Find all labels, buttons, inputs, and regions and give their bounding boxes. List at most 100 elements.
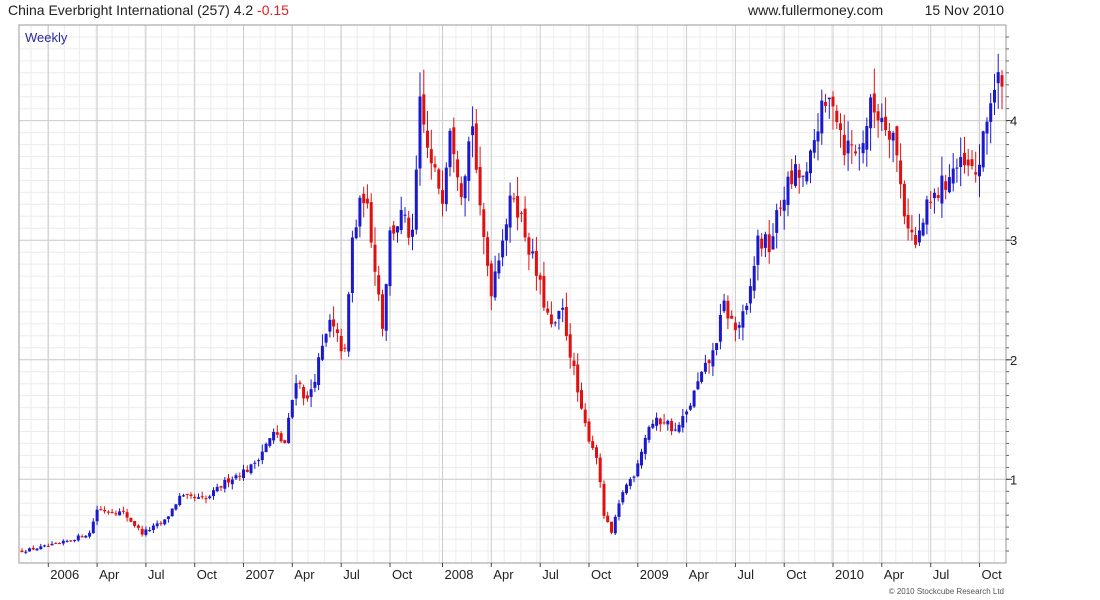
candle-up (65, 539, 69, 543)
candle-body (602, 483, 606, 516)
candle-body (606, 515, 610, 523)
candle-up (268, 438, 272, 448)
candle-down (936, 187, 940, 202)
candle-down (974, 151, 978, 183)
x-tick-label: 2006 (50, 567, 79, 582)
candle-up (43, 544, 46, 548)
candle-body (670, 420, 674, 432)
candle-up (951, 153, 955, 192)
candle-body (200, 496, 204, 498)
candle-up (775, 203, 779, 249)
candle-body (978, 164, 981, 177)
candle-body (407, 217, 411, 238)
candle-body (504, 224, 508, 241)
candle-up (313, 374, 317, 393)
x-tick-label: Apr (689, 567, 710, 582)
candle-down (133, 520, 137, 528)
candle-body (906, 215, 910, 229)
candle-up (411, 213, 414, 251)
candle-down (429, 129, 433, 180)
candle-down (335, 323, 339, 342)
candle-body (69, 540, 73, 542)
candle-body (587, 421, 591, 442)
candle-body (125, 512, 129, 518)
candle-body (831, 96, 835, 107)
candle-body (797, 169, 801, 178)
candle-up (993, 73, 996, 115)
candle-down (332, 306, 336, 338)
candle-up (151, 523, 155, 534)
candle-body (343, 347, 347, 349)
candle-body (861, 143, 865, 154)
candle-body (542, 276, 546, 308)
candle-down (824, 93, 827, 113)
y-tick-label: 4 (1010, 114, 1017, 129)
candle-up (260, 444, 264, 465)
candle-up (613, 514, 617, 535)
candle-up (384, 283, 388, 341)
candle-down (204, 495, 208, 504)
candle-body (572, 360, 576, 367)
candle-body (245, 469, 249, 472)
candle-body (444, 167, 448, 205)
candle-down (426, 110, 429, 159)
candle-body (365, 198, 369, 204)
candle-body (854, 151, 858, 154)
candle-body (268, 438, 272, 446)
candle-body (95, 509, 99, 522)
candle-down (125, 508, 129, 522)
x-tick-label: Jul (148, 567, 165, 582)
candle-body (384, 284, 388, 331)
candle-up (763, 231, 767, 258)
candle-body (876, 111, 880, 121)
candle-body (264, 443, 268, 452)
candle-down (726, 295, 730, 330)
candle-body (88, 532, 92, 537)
candle-body (463, 176, 467, 199)
candle-body (309, 389, 313, 397)
candle-up (677, 422, 681, 434)
candle-down (369, 193, 373, 248)
candle-up (625, 483, 628, 495)
candle-up (561, 298, 565, 323)
candle-body (801, 175, 805, 177)
candle-down (519, 211, 523, 223)
candle-down (1000, 70, 1004, 110)
candle-down (339, 328, 343, 360)
candle-body (433, 164, 437, 168)
candle-down (797, 163, 801, 194)
candle-body (756, 235, 760, 265)
candle-body (84, 535, 88, 538)
candle-body (880, 117, 884, 123)
x-tick-label: Jul (343, 567, 360, 582)
candle-body (696, 381, 700, 390)
candle-down (129, 517, 133, 523)
candle-down (114, 510, 118, 517)
candle-down (245, 465, 249, 473)
candle-down (598, 453, 602, 488)
candle-down (298, 380, 302, 389)
candle-up (358, 195, 362, 238)
candle-up (643, 434, 647, 460)
candle-up (673, 422, 677, 432)
candle-up (354, 219, 358, 240)
candle-body (632, 476, 636, 478)
candle-up (24, 549, 28, 555)
candle-down (587, 418, 591, 444)
candle-body (185, 493, 189, 495)
candle-up (794, 155, 797, 188)
candle-body (763, 234, 767, 248)
candle-up (771, 223, 775, 250)
candle-body (467, 141, 471, 181)
candle-up (39, 543, 43, 550)
candle-up (182, 493, 185, 497)
candle-down (140, 525, 144, 537)
candle-body (110, 512, 114, 514)
candle-down (895, 125, 899, 172)
candle-body (305, 395, 309, 399)
candle-down (572, 352, 576, 376)
candle-body (872, 93, 876, 113)
candle-body (388, 230, 392, 287)
candle-down (279, 431, 283, 443)
candle-up (170, 508, 174, 517)
